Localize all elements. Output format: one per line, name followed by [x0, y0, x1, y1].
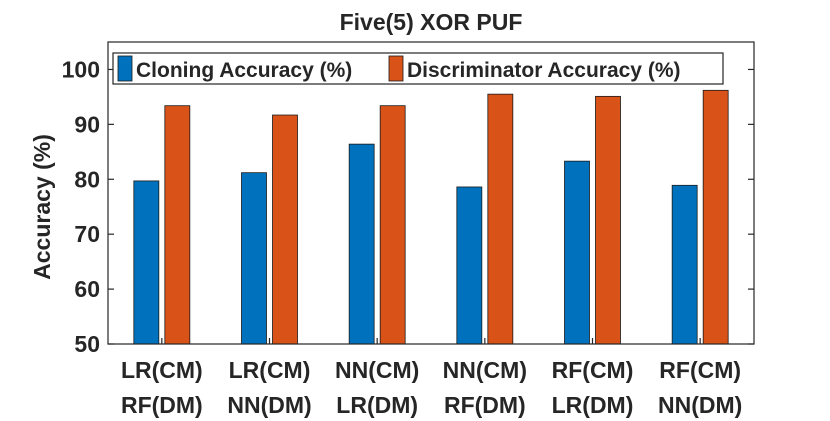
legend-label-discriminator: Discriminator Accuracy (%) [407, 59, 680, 82]
x-tick-label: NN(CM) RF(DM) [443, 357, 527, 418]
plot-frame [107, 41, 755, 345]
bar-discriminator-2 [272, 114, 298, 345]
bar-cloning-6 [671, 184, 698, 345]
y-tick-label: 70 [74, 221, 100, 247]
y-tick-label: 100 [62, 56, 100, 82]
bar-discriminator-6 [702, 89, 729, 345]
bars-group [133, 89, 729, 345]
x-tick-label: NN(CM) LR(DM) [335, 357, 419, 418]
y-tick-label: 60 [74, 276, 100, 302]
y-tick-label: 90 [74, 111, 100, 137]
y-tick-label: 80 [74, 166, 100, 192]
bar-cloning-3 [348, 143, 375, 345]
bar-discriminator-1 [164, 105, 191, 345]
chart-title: Five(5) XOR PUF [340, 9, 523, 35]
bar-cloning-4 [456, 186, 483, 345]
axes-group: 50 60 70 80 90 100 LR(CM) RF(DM) LR(CM) NN(DM) NN(… [62, 41, 755, 418]
legend: Cloning Accuracy (%) Discriminator Accura… [112, 52, 724, 85]
y-axis-label: Accuracy (%) [29, 134, 55, 280]
x-tick-label: LR(CM) RF(DM) [121, 357, 203, 418]
legend-label-cloning: Cloning Accuracy (%) [136, 59, 352, 82]
bar-cloning-5 [564, 160, 590, 345]
y-tick-label: 50 [74, 331, 100, 357]
bar-discriminator-5 [595, 95, 621, 345]
bar-cloning-1 [133, 180, 160, 345]
legend-swatch-discriminator [388, 55, 404, 82]
x-tick-label: RF(CM) LR(DM) [552, 357, 634, 418]
x-tick-label: RF(CM) NN(DM) [658, 357, 742, 418]
bar-discriminator-4 [487, 93, 514, 345]
legend-box [112, 52, 724, 85]
x-tick-label: LR(CM) NN(DM) [227, 357, 311, 418]
legend-swatch-cloning [117, 55, 133, 82]
bar-cloning-2 [241, 172, 267, 345]
bar-discriminator-3 [379, 105, 406, 345]
